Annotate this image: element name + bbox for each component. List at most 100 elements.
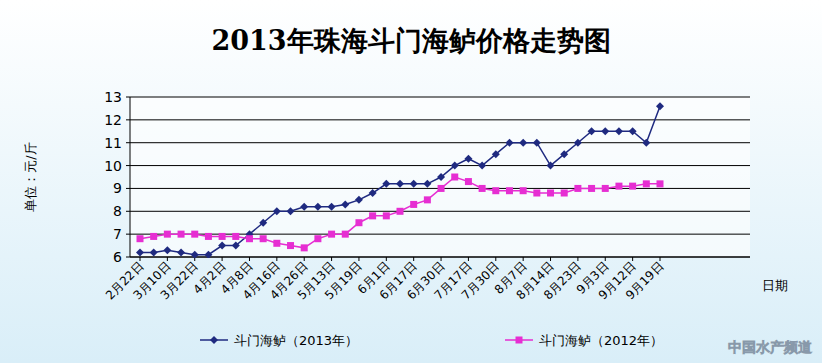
x-tick bbox=[222, 257, 223, 261]
point bbox=[478, 162, 486, 170]
y-tick-label: 11 bbox=[104, 135, 122, 151]
grid-line bbox=[130, 257, 750, 258]
x-tick-label: 7月30日 bbox=[459, 259, 502, 302]
point bbox=[163, 246, 171, 254]
x-tick bbox=[358, 257, 359, 261]
y-tick bbox=[126, 165, 130, 166]
point bbox=[410, 201, 417, 208]
point bbox=[547, 190, 554, 197]
y-tick-label: 12 bbox=[104, 112, 122, 128]
x-tick bbox=[495, 257, 496, 261]
y-axis bbox=[130, 97, 131, 257]
point bbox=[382, 180, 390, 188]
legend-marker bbox=[516, 337, 523, 344]
grid-line bbox=[130, 97, 750, 98]
x-tick bbox=[331, 257, 332, 261]
y-tick-label: 8 bbox=[113, 203, 122, 219]
point bbox=[191, 231, 198, 238]
point bbox=[164, 231, 171, 238]
point bbox=[588, 185, 595, 192]
point bbox=[588, 127, 596, 135]
legend-label: 斗门海鲈（2012年） bbox=[539, 333, 663, 348]
y-axis-label: 单位：元/斤 bbox=[23, 142, 38, 211]
point bbox=[260, 235, 267, 242]
point bbox=[137, 235, 144, 242]
point bbox=[506, 187, 513, 194]
point bbox=[341, 200, 349, 208]
series-line bbox=[140, 177, 660, 248]
point bbox=[505, 139, 513, 147]
grid-line bbox=[130, 142, 750, 143]
point bbox=[547, 162, 555, 170]
point bbox=[246, 235, 253, 242]
point bbox=[369, 189, 377, 197]
point bbox=[424, 196, 431, 203]
x-tick-label: 9月19日 bbox=[623, 259, 666, 302]
point bbox=[615, 127, 623, 135]
series-line bbox=[140, 106, 660, 255]
title: 2013年珠海斗门海鲈价格走势图 bbox=[211, 25, 610, 56]
point bbox=[533, 139, 541, 147]
plot-marks bbox=[136, 102, 664, 258]
x-tick bbox=[413, 257, 414, 261]
point bbox=[314, 235, 321, 242]
y-tick bbox=[126, 211, 130, 212]
point bbox=[178, 231, 185, 238]
point bbox=[232, 242, 240, 250]
y-tick bbox=[126, 188, 130, 189]
y-tick bbox=[126, 142, 130, 143]
point bbox=[177, 248, 185, 256]
point bbox=[150, 233, 157, 240]
point bbox=[396, 180, 404, 188]
x-axis bbox=[130, 257, 750, 258]
y-tick-label: 13 bbox=[104, 89, 122, 105]
point bbox=[342, 231, 349, 238]
point bbox=[520, 187, 527, 194]
x-tick bbox=[660, 257, 661, 261]
point bbox=[328, 231, 335, 238]
plot-area bbox=[130, 97, 750, 257]
point bbox=[438, 185, 445, 192]
point bbox=[287, 207, 295, 215]
y-tick-label: 6 bbox=[113, 249, 122, 265]
y-tick-label: 9 bbox=[113, 180, 122, 196]
point bbox=[492, 150, 500, 158]
point bbox=[136, 248, 144, 256]
point bbox=[574, 139, 582, 147]
point bbox=[423, 180, 431, 188]
grid-line bbox=[130, 165, 750, 166]
point bbox=[479, 185, 486, 192]
point bbox=[574, 185, 581, 192]
x-tick bbox=[276, 257, 277, 261]
grid-line bbox=[130, 211, 750, 212]
point bbox=[397, 208, 404, 215]
point bbox=[232, 233, 239, 240]
point bbox=[643, 180, 650, 187]
point bbox=[273, 207, 281, 215]
point bbox=[629, 183, 636, 190]
point bbox=[150, 248, 158, 256]
point bbox=[328, 203, 336, 211]
point bbox=[369, 212, 376, 219]
y-tick-label: 7 bbox=[113, 226, 122, 242]
chart: 2013年珠海斗门海鲈价格走势图678910111213单位：元/斤日期2月22… bbox=[0, 0, 822, 363]
x-tick bbox=[550, 257, 551, 261]
y-tick bbox=[126, 97, 130, 98]
x-tick bbox=[605, 257, 606, 261]
legend-label: 斗门海鲈（2013年） bbox=[234, 333, 358, 348]
point bbox=[656, 102, 664, 110]
x-tick-label: 8月23日 bbox=[541, 259, 584, 302]
point bbox=[204, 251, 212, 258]
x-tick bbox=[523, 257, 524, 261]
point bbox=[451, 162, 459, 170]
x-tick bbox=[140, 257, 141, 261]
x-tick bbox=[632, 257, 633, 261]
background bbox=[0, 0, 822, 363]
x-tick bbox=[167, 257, 168, 261]
watermark: 中国水产频道 bbox=[728, 339, 813, 355]
point bbox=[451, 174, 458, 181]
point bbox=[629, 127, 637, 135]
x-tick bbox=[304, 257, 305, 261]
point bbox=[601, 127, 609, 135]
x-tick bbox=[577, 257, 578, 261]
